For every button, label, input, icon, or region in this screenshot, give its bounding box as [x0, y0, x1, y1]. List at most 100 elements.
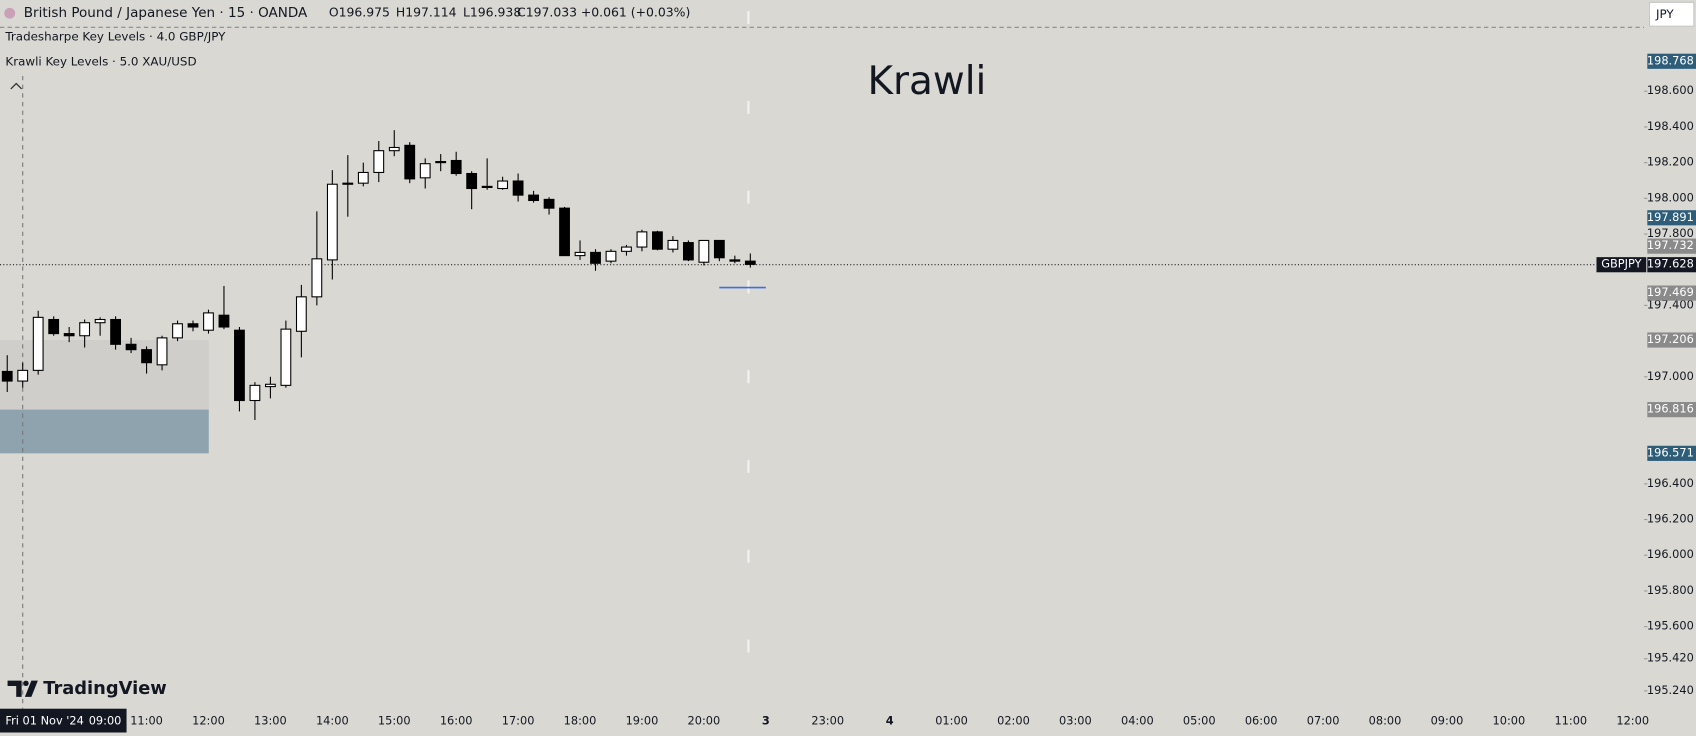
crosshair-date: Fri 01 Nov '24: [5, 714, 83, 728]
axis-panel: [1644, 0, 1696, 736]
x-tick-label: 15:00: [378, 714, 411, 728]
ohlc-open: O196.975: [329, 5, 390, 20]
candle-body: [357, 171, 369, 184]
x-tick-label: 11:00: [130, 714, 163, 728]
x-tick-label: 08:00: [1369, 714, 1402, 728]
logo-mark: [24, 680, 38, 697]
price-level-label: 197.732: [1647, 238, 1694, 252]
candle-body: [744, 260, 756, 265]
price-level-badge: [1647, 53, 1696, 69]
candle-body: [280, 328, 292, 386]
candle-body: [1, 370, 13, 382]
y-tick-label: 198.400: [1647, 119, 1694, 133]
x-tick-label: 18:00: [564, 714, 597, 728]
ohlc-high: H197.114: [396, 5, 457, 20]
x-tick-label: 03:00: [1059, 714, 1092, 728]
price-axis: 195.240 195.420 195.600 195.800 196.000 196.2…: [130, 0, 1696, 736]
candle-body: [590, 251, 601, 264]
candle-body: [172, 323, 183, 339]
indicator-label[interactable]: Krawli Key Levels · 5.0 XAU/USD: [5, 54, 196, 68]
candle-body: [218, 314, 230, 328]
y-tick-label: 195.800: [1647, 583, 1694, 597]
candle-body: [698, 239, 710, 263]
current-price-label: 197.628: [1647, 257, 1694, 271]
candle-body: [729, 259, 741, 262]
x-tick-label: 14:00: [316, 714, 349, 728]
price-level-label: 197.469: [1647, 285, 1694, 299]
price-level-badge: [1647, 402, 1696, 418]
candle-body: [17, 369, 29, 382]
candle-body: [110, 318, 122, 345]
x-tick-label: 23:00: [811, 714, 844, 728]
candle-body: [466, 172, 478, 190]
candle-body: [481, 185, 493, 188]
key-level-zone: [0, 409, 209, 454]
collapse-button[interactable]: [10, 82, 23, 90]
candle-body: [265, 383, 276, 388]
crosshair-time-badge: [0, 708, 127, 733]
x-tick-label: 02:00: [997, 714, 1030, 728]
candle-body: [528, 194, 539, 202]
price-level-badge: [1647, 445, 1696, 461]
candle-body: [605, 250, 617, 262]
crosshair-time: 09:00: [89, 714, 122, 728]
ohlc-low: L196.938: [463, 5, 521, 20]
price-level-badge: [1647, 285, 1696, 301]
candle-body: [388, 146, 400, 152]
candle-body: [373, 150, 385, 173]
symbol-title[interactable]: British Pound / Japanese Yen · 15 · OAND…: [24, 5, 308, 21]
candle-body: [621, 246, 632, 252]
watermark: Krawli: [868, 59, 987, 104]
x-tick-label: 19:00: [626, 714, 659, 728]
x-tick-label: 07:00: [1307, 714, 1340, 728]
y-tick-label: 196.200: [1647, 512, 1694, 526]
candle-body: [326, 183, 338, 261]
x-tick-label: 05:00: [1183, 714, 1216, 728]
candle-body: [203, 312, 214, 331]
y-tick-label: 196.000: [1647, 547, 1694, 561]
y-tick-label: 198.200: [1647, 155, 1694, 169]
x-tick-label: 4: [886, 714, 894, 728]
price-level-badge: [1647, 210, 1696, 226]
candle-body: [48, 318, 60, 335]
current-price-badge: [1647, 257, 1696, 273]
symbol-badge-label: GBPJPY: [1601, 257, 1641, 271]
candle-body: [497, 180, 509, 190]
y-tick-label: 198.600: [1647, 83, 1694, 97]
x-tick-label: 04:00: [1121, 714, 1154, 728]
x-tick-label: 3: [762, 714, 770, 728]
candle-body: [156, 337, 168, 366]
x-tick-label: 17:00: [502, 714, 535, 728]
currency-label: JPY: [1655, 7, 1674, 21]
key-level-zone: [0, 340, 209, 410]
symbol-badge: [1596, 257, 1647, 273]
candle-body: [713, 239, 725, 259]
logo-mark: [7, 680, 22, 697]
x-tick-label: 06:00: [1245, 714, 1278, 728]
y-tick-label: 195.600: [1647, 619, 1694, 633]
candle-body: [32, 316, 44, 371]
x-tick-label: 12:00: [1616, 714, 1649, 728]
indicator-label[interactable]: Tradesharpe Key Levels · 4.0 GBP/JPY: [4, 30, 226, 44]
logo-mark: [23, 680, 29, 686]
candle-body: [125, 343, 137, 351]
candle-body: [512, 180, 524, 196]
price-level-label: 198.768: [1647, 53, 1694, 67]
x-tick-label: 09:00: [1431, 714, 1464, 728]
price-level-label: 196.571: [1647, 445, 1694, 459]
x-tick-label: 01:00: [935, 714, 968, 728]
y-tick-label: 195.240: [1647, 683, 1694, 697]
candle-body: [141, 349, 152, 364]
y-tick-label: 197.000: [1647, 369, 1694, 383]
candle-body: [667, 239, 679, 250]
zones: [0, 340, 209, 454]
x-tick-label: 13:00: [254, 714, 287, 728]
candle-body: [295, 296, 307, 332]
candle-body: [435, 161, 447, 164]
x-tick-label: 20:00: [688, 714, 721, 728]
candle-body: [574, 251, 586, 257]
currency-box[interactable]: [1648, 1, 1695, 27]
candle-body: [311, 258, 323, 298]
price-level-label: 197.891: [1647, 210, 1694, 224]
